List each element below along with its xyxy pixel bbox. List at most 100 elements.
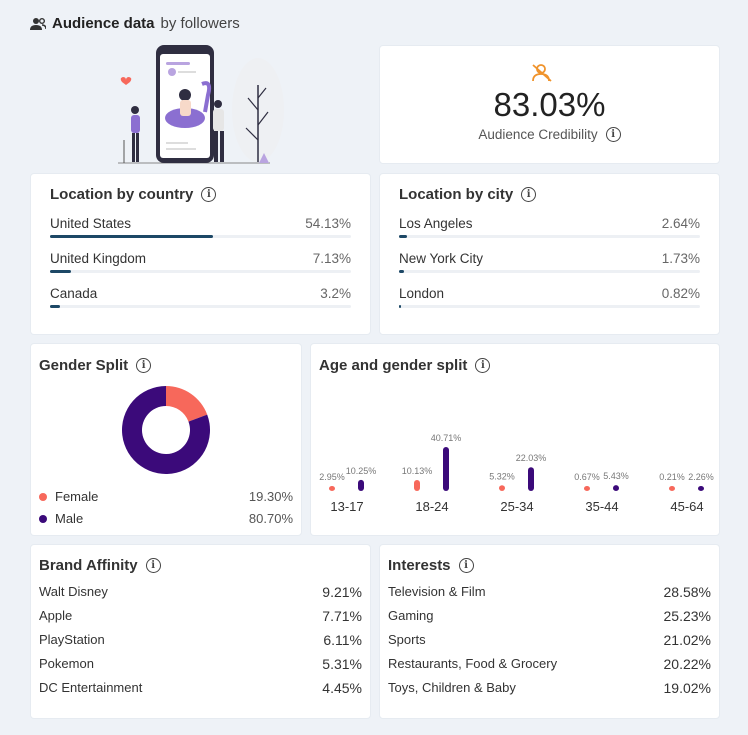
- list-item-label: Pokemon: [39, 656, 94, 671]
- bar-male-25-34[interactable]: [528, 467, 534, 491]
- list-item: PlayStation 6.11%: [39, 632, 362, 648]
- location-percent: 2.64%: [661, 216, 700, 231]
- info-icon[interactable]: i: [475, 358, 491, 373]
- bar-female-35-44[interactable]: [584, 486, 590, 491]
- page-subtitle: by followers: [160, 15, 240, 32]
- location-country-title: Location by country i: [50, 186, 351, 203]
- credibility-label-row: Audience Credibility i: [380, 127, 719, 142]
- list-item-label: Gaming: [388, 608, 434, 623]
- info-icon[interactable]: i: [521, 187, 537, 202]
- info-icon[interactable]: i: [458, 558, 474, 573]
- bar-male-18-24[interactable]: [443, 447, 449, 491]
- list-item: DC Entertainment 4.45%: [39, 680, 362, 696]
- location-country-card: Location by country i United States 54.13…: [31, 174, 370, 334]
- bar-data-label: 5.43%: [603, 471, 629, 481]
- page-header: Audience data by followers: [30, 15, 240, 32]
- age-category-label: 13-17: [330, 499, 363, 514]
- list-item-percent: 21.02%: [663, 632, 711, 648]
- location-bar-track: [50, 305, 351, 308]
- gender-donut-chart: [122, 386, 210, 474]
- page-title: Audience data: [52, 15, 155, 32]
- gender-split-card: Gender Split i Female 19.30% Male 80.70%: [31, 344, 301, 535]
- location-percent: 1.73%: [661, 251, 700, 266]
- credibility-label: Audience Credibility: [478, 127, 598, 142]
- location-label: United Kingdom: [50, 251, 147, 266]
- bar-data-label: 10.13%: [402, 466, 433, 476]
- list-item-label: Television & Film: [388, 584, 486, 599]
- location-city-title: Location by city i: [399, 186, 700, 203]
- info-icon[interactable]: i: [201, 187, 217, 202]
- legend-dot: [39, 515, 47, 523]
- bar-data-label: 40.71%: [431, 433, 462, 443]
- list-item: Television & Film 28.58%: [388, 584, 711, 600]
- location-bar-fill: [50, 270, 72, 273]
- bar-female-18-24[interactable]: [414, 480, 420, 491]
- gender-legend-item: Male 80.70%: [39, 511, 293, 526]
- info-icon[interactable]: i: [605, 127, 621, 142]
- location-bar-track: [399, 235, 700, 238]
- bar-data-label: 0.21%: [659, 472, 685, 482]
- info-icon[interactable]: i: [145, 558, 161, 573]
- list-item: Pokemon 5.31%: [39, 656, 362, 672]
- list-item: Apple 7.71%: [39, 608, 362, 624]
- list-item-label: Walt Disney: [39, 584, 108, 599]
- bar-male-45-64[interactable]: [698, 486, 704, 491]
- audience-illustration: [118, 45, 284, 164]
- list-item: Walt Disney 9.21%: [39, 584, 362, 600]
- brand-affinity-title: Brand Affinity i: [39, 557, 362, 574]
- bar-male-13-17[interactable]: [358, 479, 364, 491]
- list-item-label: Toys, Children & Baby: [388, 680, 516, 695]
- bar-female-45-64[interactable]: [669, 486, 675, 491]
- list-item: Toys, Children & Baby 19.02%: [388, 680, 711, 696]
- location-percent: 54.13%: [305, 216, 351, 231]
- location-bar-track: [399, 270, 700, 273]
- location-bar-fill: [399, 235, 407, 238]
- legend-dot: [39, 493, 47, 501]
- location-label: New York City: [399, 251, 484, 266]
- donut-slice-female[interactable]: [166, 386, 208, 422]
- bar-data-label: 2.26%: [688, 472, 714, 482]
- list-item: Restaurants, Food & Grocery 20.22%: [388, 656, 711, 672]
- list-item-label: Sports: [388, 632, 426, 647]
- list-item: Gaming 25.23%: [388, 608, 711, 624]
- location-label: Los Angeles: [399, 216, 473, 231]
- bar-female-25-34[interactable]: [499, 485, 505, 491]
- bar-male-35-44[interactable]: [613, 485, 619, 491]
- brand-affinity-card: Brand Affinity i Walt Disney 9.21% Apple 7.…: [31, 545, 370, 718]
- credibility-value: 83.03%: [493, 86, 606, 123]
- location-label: London: [399, 286, 445, 301]
- list-item-percent: 7.71%: [322, 608, 362, 624]
- age-category-label: 18-24: [415, 499, 448, 514]
- legend-label: Male: [55, 511, 84, 526]
- age-gender-card: Age and gender split i 2.95% 10.25% 13-17 1…: [311, 344, 719, 535]
- list-item-percent: 19.02%: [663, 680, 711, 696]
- list-item-percent: 25.23%: [663, 608, 711, 624]
- location-bar-fill: [399, 305, 402, 308]
- location-bar-fill: [399, 270, 405, 273]
- legend-value: 80.70%: [248, 511, 293, 526]
- location-city-card: Location by city i Los Angeles 2.64% New Y…: [380, 174, 719, 334]
- bar-data-label: 5.32%: [489, 471, 515, 481]
- donut-slice-male[interactable]: [122, 386, 210, 474]
- gender-legend-item: Female 19.30%: [39, 489, 293, 504]
- location-label: Canada: [50, 286, 98, 301]
- bar-data-label: 0.67%: [574, 472, 600, 482]
- location-row: New York City 1.73%: [399, 251, 700, 273]
- age-category-label: 25-34: [500, 499, 533, 514]
- users-icon: [30, 17, 46, 30]
- location-percent: 7.13%: [312, 251, 351, 266]
- bar-data-label: 2.95%: [319, 472, 345, 482]
- age-gender-title: Age and gender split i: [319, 357, 711, 374]
- bar-female-13-17[interactable]: [329, 486, 335, 491]
- location-row: Los Angeles 2.64%: [399, 216, 700, 238]
- list-item-label: PlayStation: [39, 632, 105, 647]
- list-item-percent: 20.22%: [663, 656, 711, 672]
- credibility-card: 83.03% Audience Credibility i: [380, 46, 719, 163]
- bar-data-label: 22.03%: [516, 453, 547, 463]
- info-icon[interactable]: i: [136, 358, 152, 373]
- location-percent: 0.82%: [661, 286, 700, 301]
- list-item: Sports 21.02%: [388, 632, 711, 648]
- location-row: United Kingdom 7.13%: [50, 251, 351, 273]
- location-row: London 0.82%: [399, 286, 700, 308]
- location-label: United States: [50, 216, 132, 231]
